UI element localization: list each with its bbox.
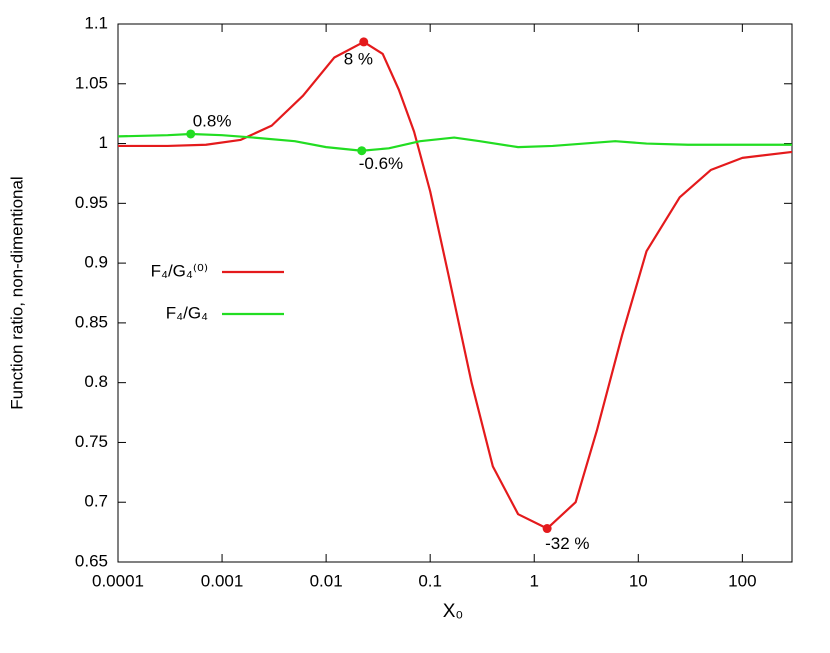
annotation-label: 8 % bbox=[344, 49, 373, 68]
y-tick-label: 0.85 bbox=[75, 312, 108, 331]
plot-frame bbox=[117, 23, 793, 563]
annotation-marker bbox=[359, 37, 369, 47]
x-axis-label: X₀ bbox=[443, 601, 464, 622]
x-tick-label: 10 bbox=[629, 571, 648, 590]
y-tick-label: 0.7 bbox=[84, 492, 108, 511]
x-tick-label: 0.1 bbox=[418, 571, 442, 590]
annotation-marker bbox=[357, 146, 367, 156]
y-tick-label: 0.8 bbox=[84, 372, 108, 391]
legend-label: F₄/G₄ bbox=[166, 303, 208, 322]
y-tick-label: 1 bbox=[99, 133, 108, 152]
annotation-marker bbox=[186, 129, 196, 139]
y-tick-label: 0.9 bbox=[84, 253, 108, 272]
x-tick-label: 100 bbox=[728, 571, 756, 590]
y-tick-label: 0.95 bbox=[75, 193, 108, 212]
legend-label: F₄/G₄⁽⁰⁾ bbox=[151, 261, 208, 280]
y-tick-label: 1.1 bbox=[84, 13, 108, 32]
y-tick-label: 1.05 bbox=[75, 73, 108, 92]
series-line bbox=[118, 40, 793, 530]
x-tick-label: 0.001 bbox=[201, 571, 244, 590]
annotation-label: 0.8% bbox=[193, 111, 232, 130]
x-tick-label: 1 bbox=[529, 571, 538, 590]
x-tick-label: 0.0001 bbox=[92, 571, 144, 590]
annotation-label: -0.6% bbox=[359, 154, 403, 173]
annotation-label: -32 % bbox=[545, 534, 589, 553]
y-tick-label: 0.65 bbox=[75, 551, 108, 570]
y-tick-label: 0.75 bbox=[75, 432, 108, 451]
y-axis-label: Function ratio, non-dimentional bbox=[7, 176, 26, 409]
x-tick-label: 0.01 bbox=[310, 571, 343, 590]
series-line bbox=[117, 132, 792, 152]
annotation-marker bbox=[542, 524, 552, 534]
